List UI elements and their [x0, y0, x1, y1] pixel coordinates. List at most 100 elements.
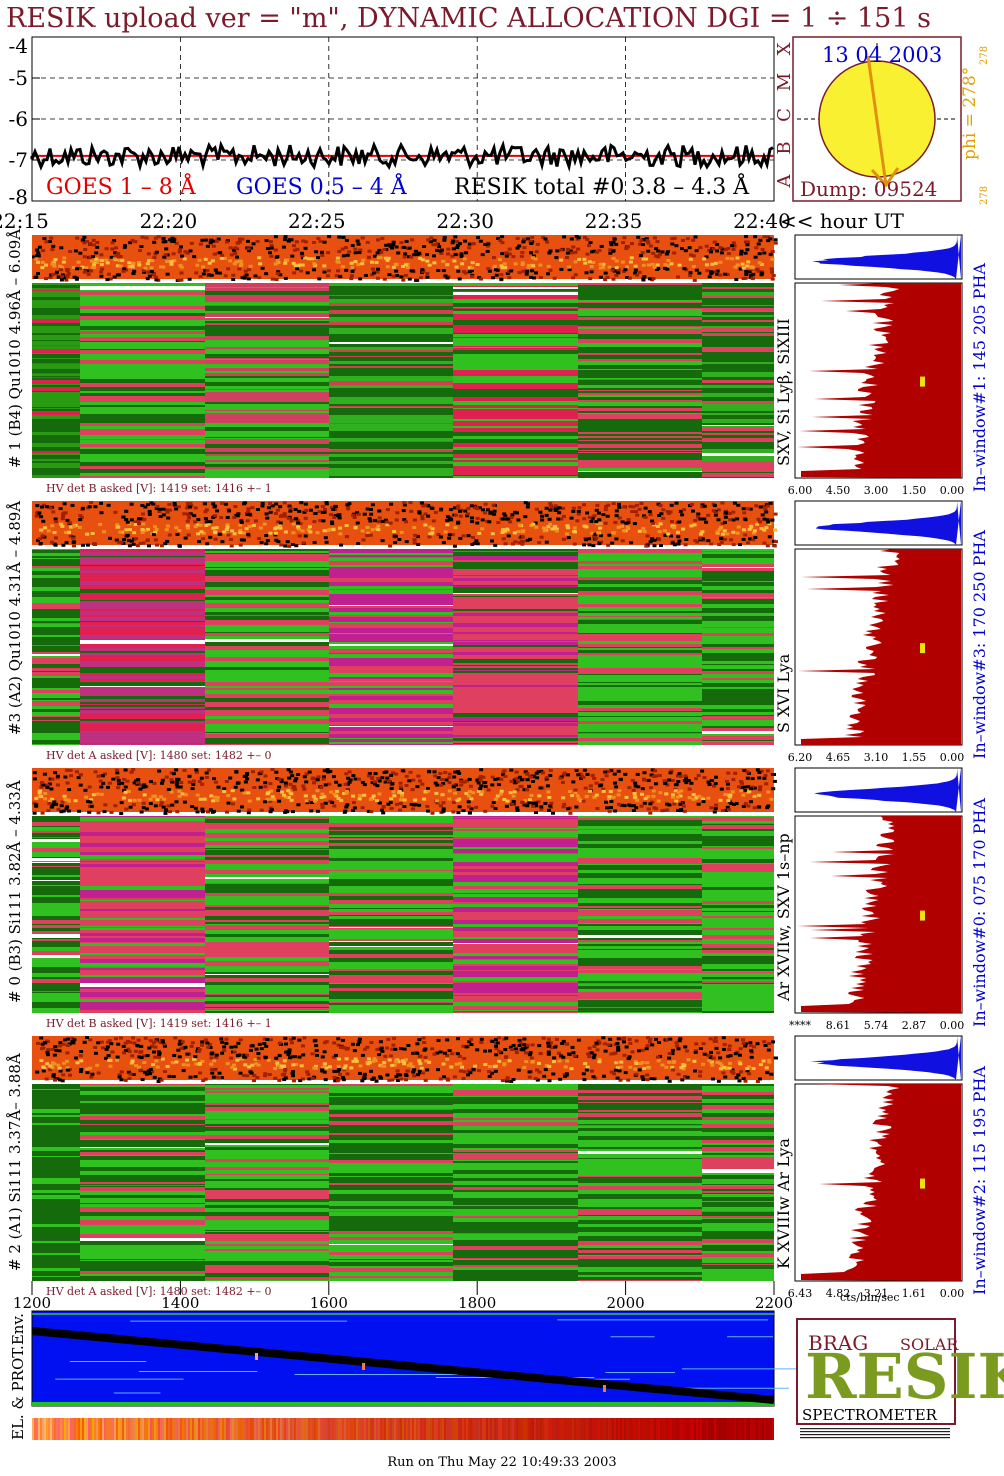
noise-dot [442, 238, 447, 242]
noise-dot [585, 237, 590, 241]
stripe [329, 347, 453, 349]
noise-dot [142, 783, 147, 787]
noise-dot [665, 808, 670, 812]
noise-dot [239, 519, 244, 523]
noise-dot [55, 776, 60, 780]
stripe [578, 1007, 702, 1008]
stripe [578, 339, 702, 343]
noise-dot [117, 1073, 122, 1077]
stripe [205, 860, 329, 864]
stripe [702, 317, 774, 320]
stripe [702, 721, 774, 724]
noise-dot [488, 1049, 492, 1053]
stripe [453, 638, 578, 640]
stripe [453, 666, 578, 668]
stripe [702, 333, 774, 335]
noise-dot [412, 526, 417, 529]
stripe [329, 642, 453, 644]
noise-dot [549, 1046, 554, 1050]
stripe [205, 671, 329, 672]
stripe [205, 851, 329, 855]
noise-dot [132, 531, 137, 535]
noise-dot [303, 502, 308, 506]
stripe [32, 701, 80, 705]
stripe [205, 930, 329, 934]
noise-dot [566, 247, 571, 251]
stripe [329, 742, 453, 743]
stripe [80, 989, 205, 992]
noise-dot [367, 774, 372, 778]
noise-dot [761, 504, 766, 508]
noise-dot [451, 810, 456, 814]
stripe [578, 561, 702, 564]
noise-dot [698, 517, 703, 521]
stripe [578, 870, 702, 871]
noise-dot [128, 241, 133, 245]
noise-dot [299, 251, 304, 255]
noise-dot [665, 783, 670, 787]
noise-dot [343, 1064, 348, 1068]
stripe [205, 392, 329, 393]
channel-lines-label: SXV, Si Lyβ, SiXIII [774, 318, 793, 466]
noise-dot [318, 519, 323, 523]
noise-dot [365, 525, 370, 529]
stripe [453, 629, 578, 632]
noise-dot [161, 805, 166, 809]
stripe [80, 1010, 205, 1013]
stripe [205, 838, 329, 841]
stripe [578, 682, 702, 683]
stripe [205, 291, 329, 295]
noise-dot [565, 251, 570, 255]
noise-dot [263, 774, 268, 778]
stripe [329, 682, 453, 685]
stripe [329, 380, 453, 381]
noise-dot [200, 1059, 205, 1063]
noise-dot [153, 804, 158, 808]
noise-dot [105, 261, 110, 265]
stripe [205, 305, 329, 306]
stripe [702, 315, 774, 317]
noise-dot [598, 522, 603, 526]
noise-dot [451, 239, 456, 243]
noise-dot [676, 535, 681, 539]
stripe [205, 615, 329, 616]
noise-dot [749, 266, 754, 270]
stripe [578, 464, 702, 466]
stripe [702, 694, 774, 698]
noise-dot [454, 1062, 459, 1066]
stripe [578, 587, 702, 591]
noise-dot [230, 789, 235, 793]
stripe [702, 905, 774, 908]
stripe [32, 587, 80, 591]
stripe [702, 326, 774, 328]
stripe [329, 939, 453, 941]
noise-dot [627, 803, 632, 807]
noise-dot [529, 251, 533, 255]
noise-dot [41, 249, 46, 253]
noise-dot [132, 781, 137, 785]
stripe [80, 293, 205, 295]
noise-dot [191, 779, 196, 783]
stripe [453, 884, 578, 886]
stripe [329, 718, 453, 722]
noise-dot [734, 802, 739, 806]
noise-dot [494, 1047, 499, 1051]
stripe [80, 581, 205, 585]
stripe [80, 925, 205, 926]
noise-dot [296, 264, 300, 268]
noise-dot [181, 1069, 186, 1073]
noise-dot [630, 510, 635, 513]
stripe [205, 961, 329, 963]
stripe [32, 721, 80, 725]
noise-dot [398, 781, 403, 785]
noise-dot [251, 770, 255, 774]
noise-dot [131, 803, 136, 807]
noise-dot [559, 248, 564, 252]
noise-dot [138, 787, 143, 791]
stripe [205, 561, 329, 564]
noise-dot [493, 777, 498, 781]
noise-dot [546, 790, 551, 794]
stripe [205, 879, 329, 883]
noise-dot [735, 256, 740, 260]
